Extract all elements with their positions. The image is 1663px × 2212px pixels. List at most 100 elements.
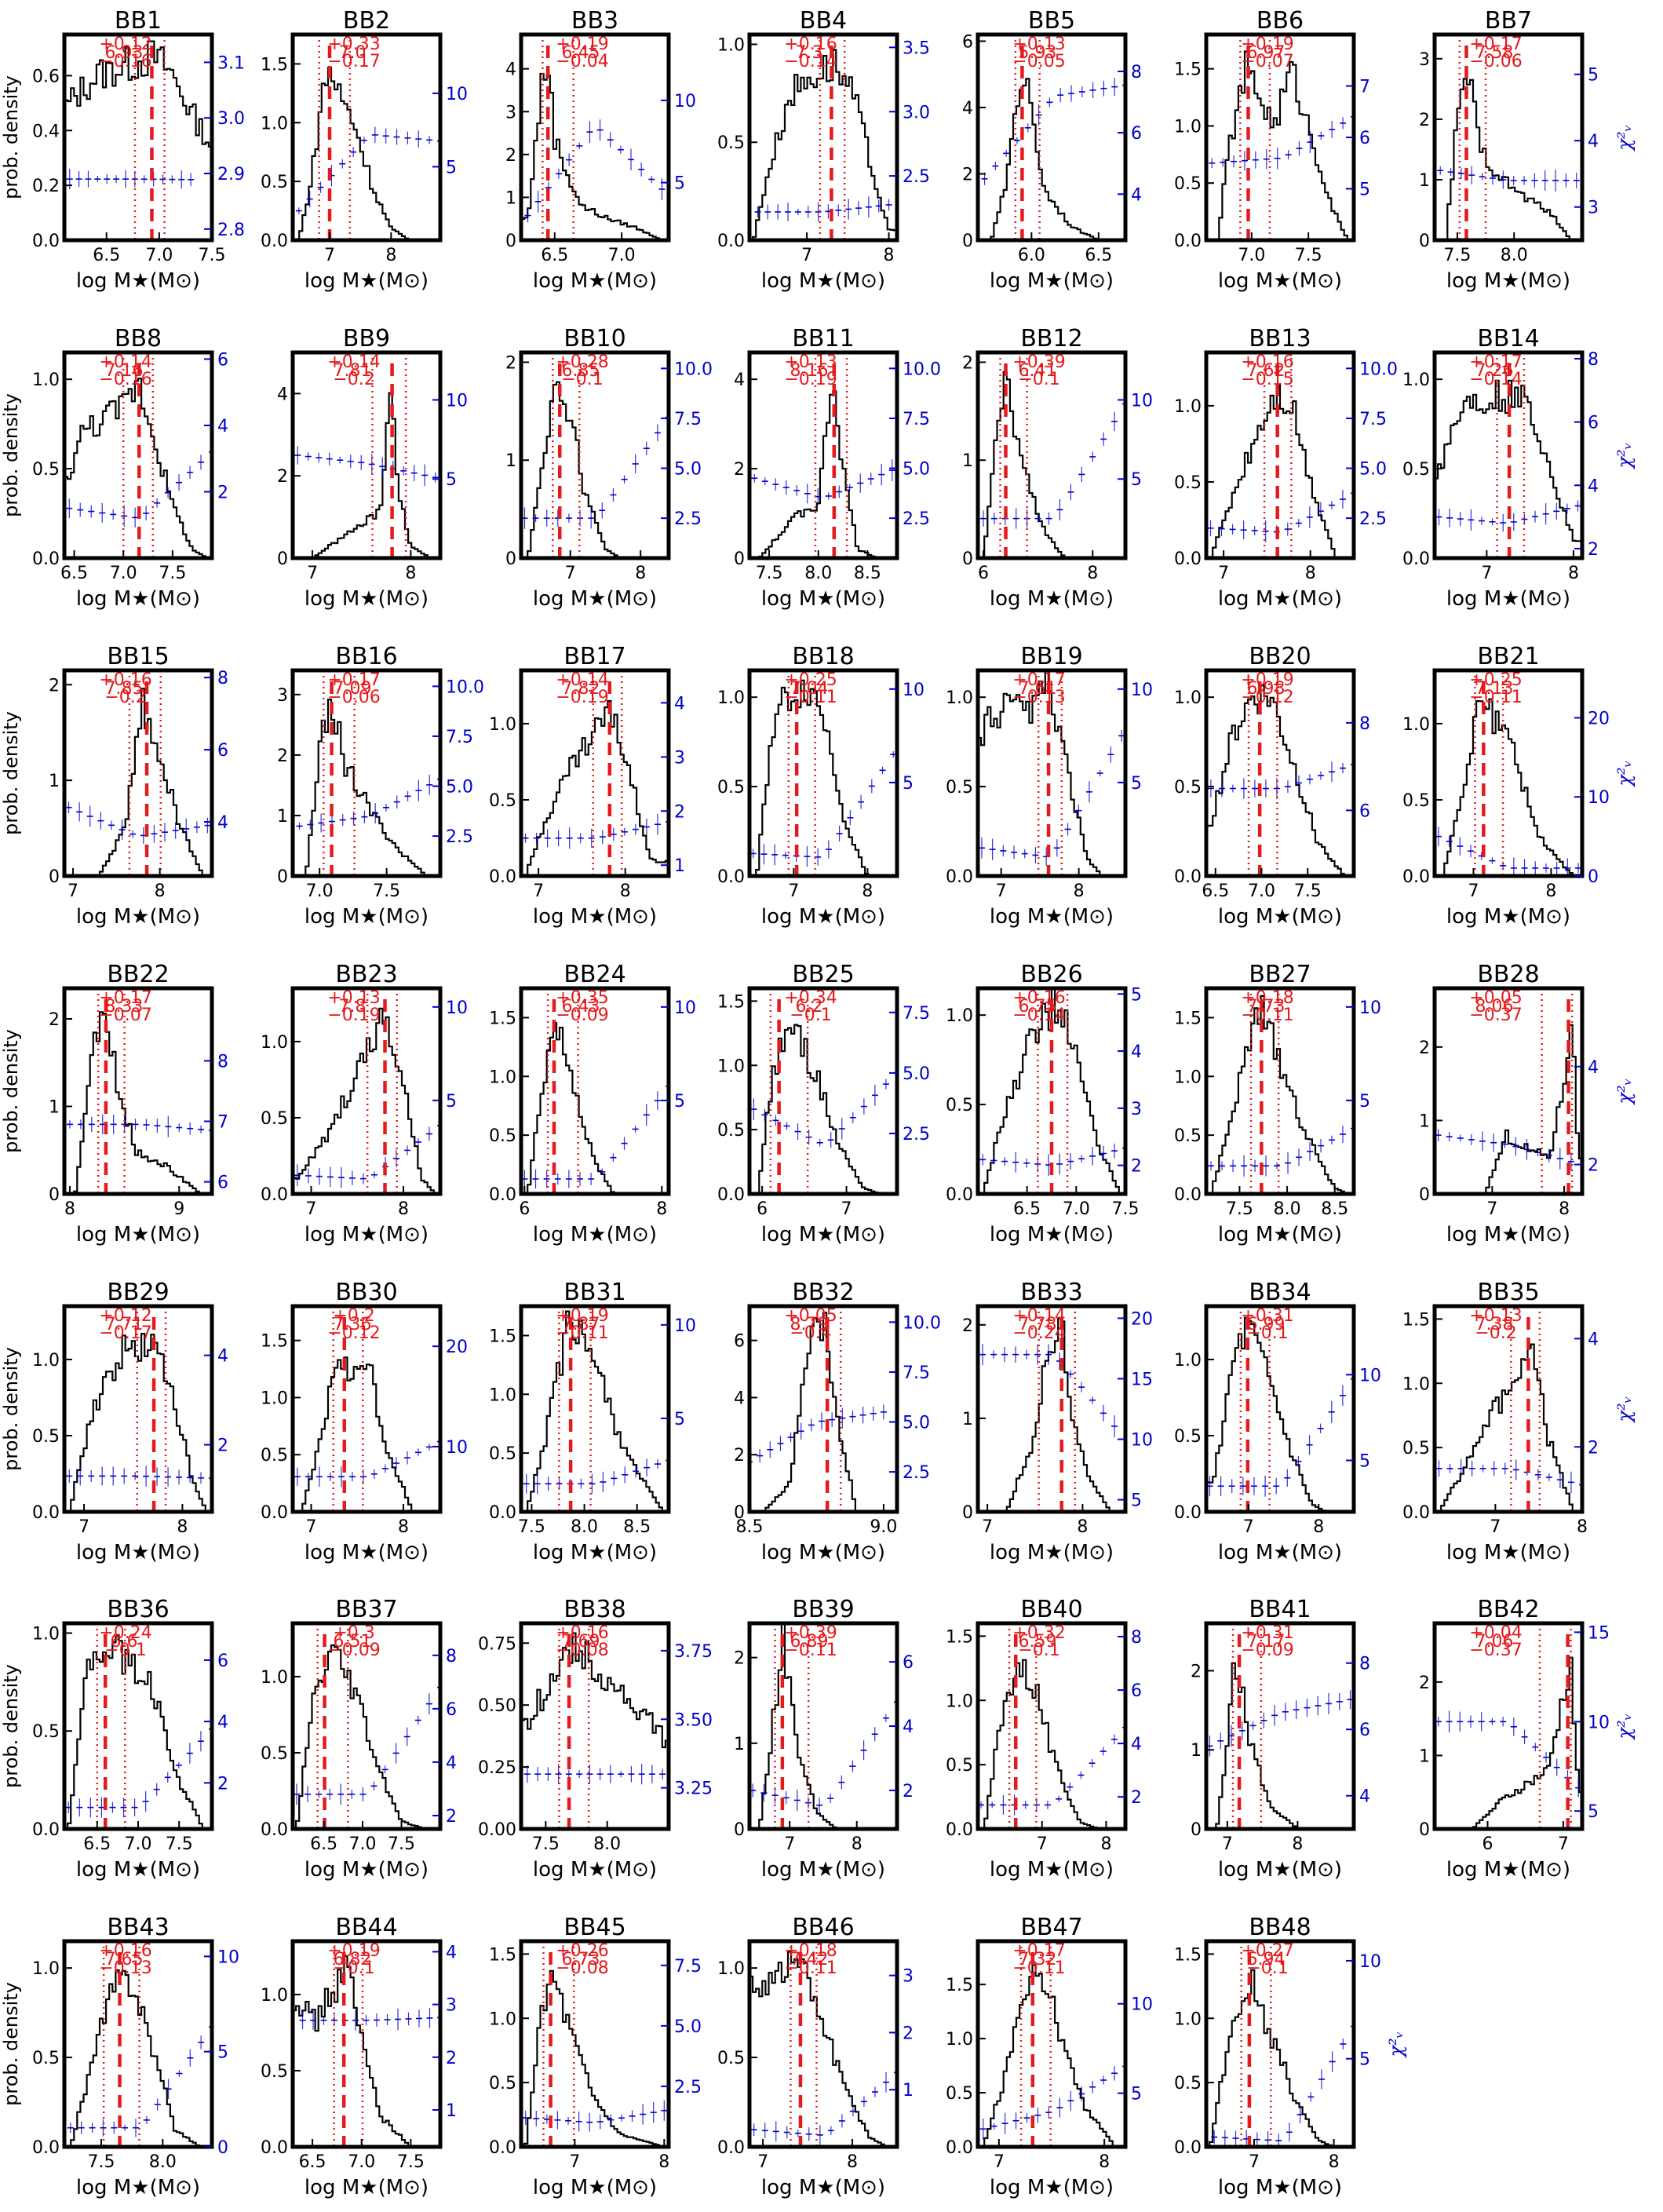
chi2-point [1003,149,1010,157]
y-tick-label: 1 [49,1098,60,1118]
chi2-point [372,803,379,823]
axes-frame [290,1304,443,1514]
chi2-point [113,175,120,184]
chi2-tick-label: 4 [217,1347,228,1367]
axes-frame [747,668,899,878]
chi2-point [1075,804,1082,817]
chi2-point [1096,769,1103,777]
chi2-point [1512,1137,1519,1156]
y-tick-label: 0 [962,549,973,569]
x-tick-label: 8.0 [593,1834,621,1854]
chi2-point [871,1727,878,1742]
chi2-point [154,2098,161,2111]
x-tick-label: 7.5 [199,246,226,265]
chi2-tick-label: 5 [446,470,457,490]
chi2-point [882,2071,889,2093]
chi2-point [599,1168,606,1176]
y-tick-label: 0.25 [478,1758,516,1778]
chi2-point [151,824,158,843]
chi2-point [326,1788,334,1800]
lower-error: −0.16 [99,370,151,389]
chi2-point [1220,158,1227,167]
chi2-point [172,822,179,839]
axes-frame [290,1621,443,1831]
plot-area [749,35,897,240]
axes-frame [62,986,214,1196]
panel-bb28: BB28 8.06+0.05−0.37 7 8 0 1 2 2 4 log M★(M⊙) χ²ᵥ [1419,961,1636,1247]
median-value: 8.79 [790,1315,829,1334]
chi2-point [305,1786,312,1803]
y-tick-label: 0.50 [478,1696,516,1716]
chi2-point [77,502,84,517]
chi2-point [404,790,411,801]
chi2-point [1468,166,1475,184]
y-tick-label: 0.00 [478,1820,516,1840]
upper-error: +0.19 [327,1941,380,1961]
lower-error: −0.05 [1012,52,1065,71]
chi2-tick-label: 3 [674,748,685,768]
chi2-point [1293,1700,1300,1720]
y-tick-label: 0.0 [261,2138,288,2158]
y-tick-label: 0.0 [1174,867,1202,887]
chi2-point [143,2115,150,2124]
upper-error: +0.18 [1241,988,1293,1008]
median-value: 7.32 [1019,1950,1057,1969]
x-axis-label: log M★(M⊙) [990,1223,1114,1247]
chi2-point [1122,400,1125,408]
y-tick-label: 0.0 [32,1503,60,1523]
plot-area [521,988,669,1194]
chi2-tick-label: 2 [1588,1438,1599,1458]
x-axis-label: log M★(M⊙) [533,269,657,293]
chi2-point [523,1765,531,1783]
y-tick-label: 0 [962,1503,973,1523]
chi2-point [1208,1161,1215,1171]
chi2-point [1340,1125,1347,1143]
y-tick-label: 3 [505,103,516,122]
chi2-point [888,459,895,482]
chi2-tick-label: 7 [1359,78,1370,97]
chi2-point [1437,166,1444,175]
chi2-point [772,2121,779,2142]
chi2-point [1468,509,1475,531]
median-value: 7.85 [105,679,144,699]
x-tick-label: 8 [1099,2152,1110,2172]
y-tick-label: 2 [1419,1674,1430,1693]
chi2-point [176,1123,183,1132]
chi2-point [1351,486,1354,501]
chi2-tick-label: 4 [446,1754,457,1773]
panel-title: BB28 [1477,961,1539,988]
chi2-point [989,1801,996,1809]
chi2-point [110,1466,117,1486]
median-value: 8.06 [1475,997,1514,1017]
chi2-point [894,1696,897,1708]
x-tick-label: 7.5 [756,564,783,583]
chi2-point [750,2123,757,2137]
upper-error: +0.28 [556,352,608,372]
y-tick-label: 0.0 [1174,232,1202,251]
y-tick-label: 0.0 [1402,867,1430,887]
chi2-point [1339,763,1346,774]
chi2-point [1056,1795,1063,1802]
chi2-point [1240,520,1247,540]
chi2-tick-label: 8 [1131,1628,1142,1648]
y-tick-label: 0.0 [717,2138,745,2158]
median-value: 7.81 [334,361,372,381]
y-tick-label: 0.0 [946,1185,973,1205]
median-value: 6.41 [1019,361,1057,381]
chi2-point [648,1765,655,1783]
chi2-point [618,1771,625,1778]
axes-frame [747,350,899,560]
y-tick-label: 2 [962,353,973,373]
panel-bb35: BB35 7.38+0.13−0.2 7 8 0.0 0.5 1.0 1.5 2 4 log M★(… [1402,1279,1636,1564]
chi2-point [350,147,357,158]
y-tick-label: 1.0 [261,1389,288,1408]
plot-area [749,352,897,558]
chi2-point [305,1168,312,1184]
chi2-point [533,2110,540,2126]
chi2-point [555,168,562,179]
chi2-point [1078,2086,1085,2101]
chi2-point [382,804,389,812]
upper-error: +0.16 [99,670,151,690]
chi2-point [1500,170,1507,189]
median-value: 7.3 [796,43,823,63]
